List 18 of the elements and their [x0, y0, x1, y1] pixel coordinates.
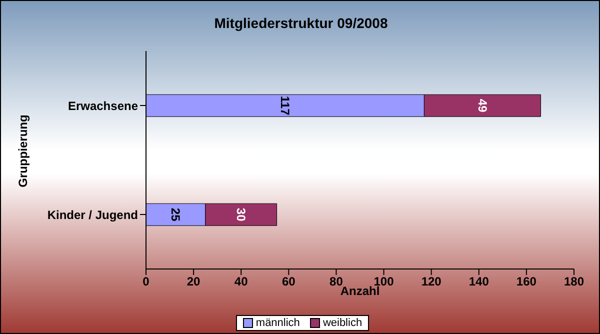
data-label: 49 — [475, 98, 490, 113]
legend-label: männlich — [254, 317, 300, 329]
legend-label: weiblich — [322, 317, 362, 329]
y-axis-title: Gruppierung — [16, 114, 30, 188]
x-tick-label: 140 — [468, 274, 490, 289]
x-tick-label: 120 — [421, 274, 442, 289]
x-tick-label: 60 — [282, 274, 296, 289]
x-tick-label: 0 — [142, 274, 150, 289]
data-label: 25 — [168, 208, 183, 222]
x-tick-label: 20 — [186, 274, 201, 289]
data-label: 30 — [234, 208, 248, 222]
data-label: 117 — [278, 96, 292, 116]
y-tick-label: Erwachsene — [68, 98, 138, 113]
chart-title: Mitgliederstruktur 09/2008 — [213, 15, 389, 31]
x-tick-label: 160 — [516, 274, 537, 289]
x-tick-label: 180 — [564, 274, 584, 289]
x-tick-label: 40 — [234, 274, 248, 289]
y-tick-label: Kinder / Jugend — [47, 208, 138, 222]
